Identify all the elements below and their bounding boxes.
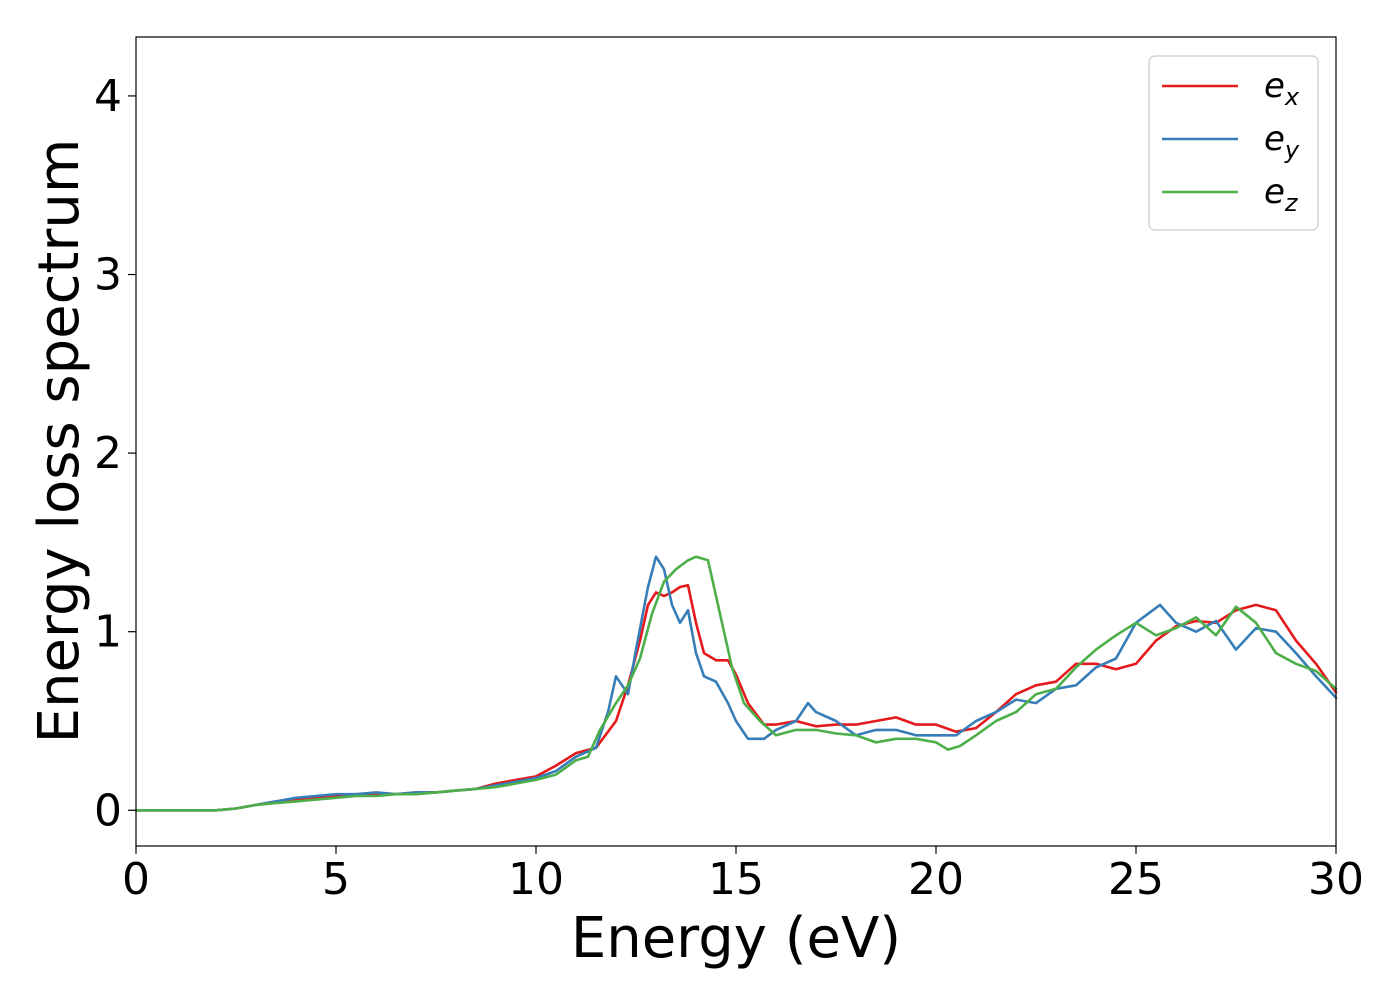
legend-label-z: ez <box>1264 172 1299 217</box>
y-tick-label: 1 <box>94 607 122 658</box>
legend-label-x: ex <box>1264 66 1300 111</box>
legend-label-base: e <box>1264 66 1285 106</box>
y-axis-label: Energy loss spectrum <box>27 139 92 744</box>
y-tick-label: 4 <box>94 71 122 122</box>
legend-label-subscript: y <box>1284 136 1300 164</box>
x-tick-label: 30 <box>1308 854 1364 905</box>
legend-label-subscript: x <box>1284 83 1300 111</box>
legend-label-base: e <box>1264 172 1285 212</box>
y-tick-label: 3 <box>94 250 122 301</box>
x-tick-label: 15 <box>708 854 764 905</box>
y-axis-ticks: 0 1 2 3 4 <box>94 71 136 836</box>
x-axis-ticks: 0 5 10 15 20 25 30 <box>122 846 1364 905</box>
legend-box <box>1148 55 1319 231</box>
legend-label-base: e <box>1264 119 1285 159</box>
y-tick-label: 0 <box>94 785 122 836</box>
x-tick-label: 10 <box>508 854 564 905</box>
x-axis-label: Energy (eV) <box>571 906 901 971</box>
series-line-z <box>134 555 1338 812</box>
x-tick-label: 0 <box>122 854 150 905</box>
x-tick-label: 5 <box>322 854 350 905</box>
legend-label-subscript: z <box>1284 189 1299 217</box>
legend-label-y: ey <box>1264 119 1300 164</box>
series-layer <box>134 555 1338 812</box>
x-tick-label: 20 <box>908 854 964 905</box>
x-tick-label: 25 <box>1108 854 1164 905</box>
y-tick-label: 2 <box>94 428 122 479</box>
